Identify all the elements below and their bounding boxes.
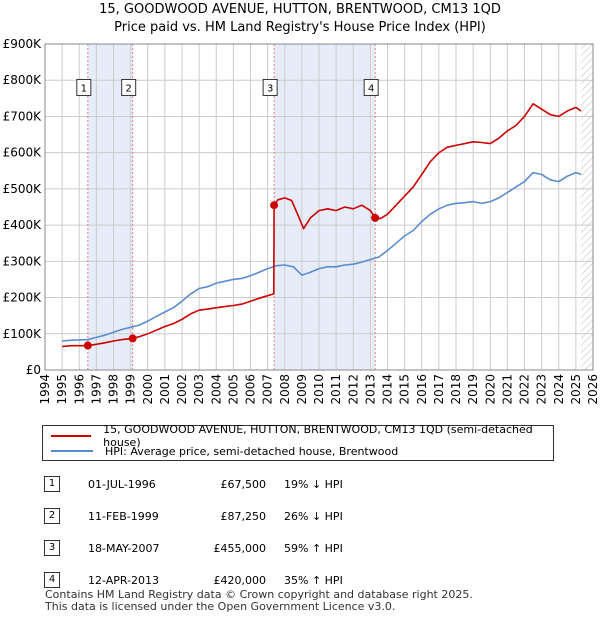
x-tick-label: 2006 xyxy=(244,374,258,405)
x-tick-label: 2019 xyxy=(466,374,480,405)
sale-point xyxy=(128,334,137,343)
y-tick-label: £900K xyxy=(3,37,43,51)
legend-swatch-hpi xyxy=(51,450,93,452)
x-tick-label: 2010 xyxy=(312,374,326,405)
series-line xyxy=(62,171,582,342)
sale-hpi-change: 19% ↓ HPI xyxy=(284,478,343,491)
sale-number: 1 xyxy=(44,476,60,492)
y-tick-label: £700K xyxy=(3,109,43,123)
x-tick-label: 2023 xyxy=(535,374,549,405)
sale-marker-box xyxy=(76,78,92,96)
plot-border xyxy=(44,43,594,371)
y-tick-label: £600K xyxy=(3,146,43,160)
sale-marker-box xyxy=(121,78,137,96)
x-tick-label: 2004 xyxy=(209,374,223,405)
x-tick-label: 2016 xyxy=(415,374,429,405)
sale-price: £87,250 xyxy=(220,510,267,523)
sale-row: 3 18-MAY-2007 £455,000 59% ↑ HPI xyxy=(0,540,600,560)
x-tick-label: 2009 xyxy=(295,374,309,405)
x-tick-label: 2013 xyxy=(363,374,377,405)
future-hatch xyxy=(581,44,593,370)
sale-hpi-change: 26% ↓ HPI xyxy=(284,510,343,523)
chart-subtitle: Price paid vs. HM Land Registry's House … xyxy=(114,20,486,35)
y-tick-label: £400K xyxy=(3,218,43,232)
sale-number: 3 xyxy=(44,540,60,556)
sale-hpi-change: 35% ↑ HPI xyxy=(284,574,343,587)
sale-price: £420,000 xyxy=(213,574,267,587)
sale-price: £67,500 xyxy=(220,478,267,491)
shaded-period xyxy=(274,44,376,370)
legend-label-hpi: HPI: Average price, semi-detached house,… xyxy=(105,444,399,458)
x-tick-label: 2014 xyxy=(381,374,395,405)
sale-point xyxy=(270,201,279,210)
legend-item-property: 15, GOODWOOD AVENUE, HUTTON, BRENTWOOD, … xyxy=(51,423,553,449)
footer-copyright: Contains HM Land Registry data © Crown c… xyxy=(45,588,473,601)
x-tick-label: 2025 xyxy=(569,374,583,405)
legend-label-property: 15, GOODWOOD AVENUE, HUTTON, BRENTWOOD, … xyxy=(103,423,533,449)
sale-point xyxy=(83,341,92,350)
chart-title: 15, GOODWOOD AVENUE, HUTTON, BRENTWOOD, … xyxy=(99,2,501,17)
legend-item-hpi: HPI: Average price, semi-detached house,… xyxy=(51,444,398,458)
sale-number: 2 xyxy=(44,508,60,524)
x-tick-label: 1994 xyxy=(38,374,52,405)
sale-date: 12-APR-2013 xyxy=(88,574,160,587)
sale-marker-label: 2 xyxy=(125,83,131,94)
sale-date: 01-JUL-1996 xyxy=(88,478,156,491)
price-chart: 1 2 3 4 £0 £100K £200K £300K £400K £500K £600K £700… xyxy=(3,37,600,405)
sale-row: 4 12-APR-2013 £420,000 35% ↑ HPI xyxy=(0,572,600,592)
sale-marker-box xyxy=(363,78,379,96)
x-tick-label: 1997 xyxy=(89,374,103,405)
x-tick-label: 2024 xyxy=(552,374,566,405)
y-tick-label: £0 xyxy=(26,363,41,377)
x-tick-label: 2020 xyxy=(483,374,497,405)
sale-row: 1 01-JUL-1996 £67,500 19% ↓ HPI xyxy=(0,476,600,496)
x-tick-label: 2012 xyxy=(346,374,360,405)
x-tick-label: 1999 xyxy=(124,374,138,405)
x-tick-label: 2007 xyxy=(261,374,275,405)
x-tick-label: 2015 xyxy=(398,374,412,405)
x-tick-label: 2026 xyxy=(586,374,600,405)
sale-price: £455,000 xyxy=(213,542,267,555)
x-tick-label: 2008 xyxy=(278,374,292,405)
y-tick-label: £100K xyxy=(3,327,43,341)
x-tick-label: 1998 xyxy=(107,374,121,405)
legend: 15, GOODWOOD AVENUE, HUTTON, BRENTWOOD, … xyxy=(42,423,554,461)
sale-number: 4 xyxy=(44,572,60,588)
x-tick-label: 2005 xyxy=(226,374,240,405)
footer-licence: This data is licensed under the Open Gov… xyxy=(45,600,396,613)
y-tick-label: £500K xyxy=(3,182,43,196)
x-tick-label: 2001 xyxy=(158,374,172,405)
sale-row: 2 11-FEB-1999 £87,250 26% ↓ HPI xyxy=(0,508,600,528)
x-tick-label: 2000 xyxy=(141,374,155,405)
x-tick-label: 1996 xyxy=(72,374,86,405)
sale-hpi-change: 59% ↑ HPI xyxy=(284,542,343,555)
shaded-period xyxy=(87,44,133,370)
sale-marker-label: 3 xyxy=(267,83,273,94)
y-tick-label: £300K xyxy=(3,254,43,268)
x-tick-label: 1995 xyxy=(55,374,69,405)
sale-marker-label: 4 xyxy=(368,83,374,94)
sale-marker-label: 1 xyxy=(81,83,87,94)
x-tick-label: 2011 xyxy=(329,374,343,405)
sale-date: 18-MAY-2007 xyxy=(88,542,160,555)
x-tick-label: 2018 xyxy=(449,374,463,405)
y-tick-label: £200K xyxy=(3,291,43,305)
x-tick-label: 2021 xyxy=(500,374,514,405)
x-tick-label: 2002 xyxy=(175,374,189,405)
legend-swatch-property xyxy=(51,435,92,437)
sale-point xyxy=(371,213,380,222)
y-tick-label: £800K xyxy=(3,73,43,87)
sale-date: 11-FEB-1999 xyxy=(88,510,159,523)
x-tick-label: 2022 xyxy=(518,374,532,405)
x-tick-label: 2003 xyxy=(192,374,206,405)
x-tick-label: 2017 xyxy=(432,374,446,405)
series-line xyxy=(62,103,582,348)
sale-marker-box xyxy=(262,78,278,96)
